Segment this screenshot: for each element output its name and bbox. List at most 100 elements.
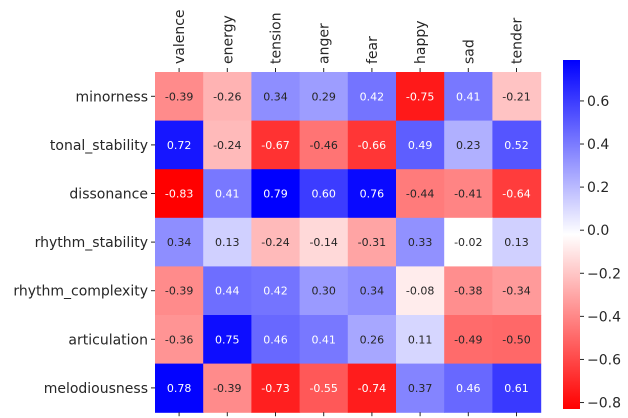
- cell-value-label: 0.76: [360, 188, 385, 201]
- colorbar-tick-label: −0.4: [587, 309, 621, 325]
- heatmap-cell-tonal_stability-fear: [347, 120, 397, 170]
- heatmap-cell-articulation-fear: [347, 315, 397, 365]
- heatmap-cell-melodiousness-tension: [251, 363, 301, 413]
- heatmap-cell-minorness-fear: [347, 72, 397, 122]
- cell-value-label: 0.34: [263, 90, 288, 103]
- heatmap-cell-rhythm_stability-tension: [251, 217, 301, 267]
- column-label-sad: sad: [461, 39, 477, 64]
- cell-value-label: -0.41: [454, 188, 482, 201]
- cell-value-label: 0.34: [360, 285, 385, 298]
- heatmap-cell-tonal_stability-energy: [203, 120, 252, 170]
- heatmap-cell-rhythm_stability-energy: [203, 217, 252, 267]
- heatmap-cell-rhythm_complexity-tension: [251, 266, 301, 316]
- heatmap-cell-minorness-tender: [492, 72, 542, 122]
- heatmap-cell-articulation-happy: [396, 315, 445, 365]
- cell-value-label: -0.74: [358, 382, 386, 395]
- cell-value-label: 0.13: [215, 236, 240, 249]
- column-label-energy: energy: [220, 15, 236, 64]
- cell-value-label: -0.02: [454, 236, 482, 249]
- cell-value-label: 0.42: [263, 285, 288, 298]
- cell-value-label: -0.26: [213, 90, 241, 103]
- row-label-tonal_stability: tonal_stability: [50, 138, 148, 154]
- cell-value-label: 0.13: [504, 236, 529, 249]
- column-label-fear: fear: [365, 36, 381, 64]
- heatmap-cell-tonal_stability-valence: [155, 120, 204, 170]
- cell-value-label: -0.39: [165, 285, 193, 298]
- heatmap-cell-dissonance-energy: [203, 169, 252, 219]
- cell-value-label: -0.44: [406, 188, 434, 201]
- heatmap-cell-articulation-tension: [251, 315, 301, 365]
- cell-value-label: 0.29: [311, 90, 336, 103]
- cell-value-label: -0.31: [358, 236, 386, 249]
- heatmap-cell-dissonance-valence: [155, 169, 204, 219]
- heatmap-cell-dissonance-tension: [251, 169, 301, 219]
- row-label-minorness: minorness: [75, 89, 148, 105]
- cell-value-label: -0.14: [309, 236, 337, 249]
- row-labels: minorness tonal_stability dissonance rhythm…: [13, 89, 155, 397]
- cell-value-label: 0.23: [456, 139, 481, 152]
- heatmap-cell-rhythm_stability-fear: [347, 217, 397, 267]
- heatmap-cell-dissonance-fear: [347, 169, 397, 219]
- colorbar-tick-label: −0.2: [587, 266, 621, 282]
- column-label-tension: tension: [269, 12, 285, 64]
- heatmap-cell-articulation-sad: [444, 315, 493, 365]
- colorbar-tick-label: −0.8: [587, 396, 621, 412]
- cell-value-label: -0.83: [165, 188, 193, 201]
- heatmap-cell-minorness-sad: [444, 72, 493, 122]
- heatmap-cell-dissonance-happy: [396, 169, 445, 219]
- row-label-articulation: articulation: [68, 332, 148, 348]
- cell-value-label: 0.60: [311, 188, 336, 201]
- cell-value-label: -0.24: [213, 139, 241, 152]
- cell-value-label: -0.36: [165, 333, 193, 346]
- heatmap-cell-rhythm_stability-anger: [299, 217, 349, 267]
- cell-value-label: 0.46: [456, 382, 481, 395]
- cell-value-label: 0.30: [311, 285, 336, 298]
- heatmap-cell-melodiousness-energy: [203, 363, 252, 413]
- heatmap-cell-rhythm_complexity-valence: [155, 266, 204, 316]
- cell-value-label: -0.67: [261, 139, 289, 152]
- heatmap-cell-minorness-happy: [396, 72, 445, 122]
- cell-value-label: -0.73: [261, 382, 289, 395]
- cell-value-label: -0.46: [309, 139, 337, 152]
- column-label-valence: valence: [172, 9, 188, 64]
- cell-value-label: 0.26: [360, 333, 385, 346]
- cell-value-label: 0.46: [263, 333, 288, 346]
- heatmap-cell-rhythm_complexity-anger: [299, 266, 349, 316]
- colorbar-tick-label: 0.2: [587, 180, 609, 196]
- cell-value-label: -0.34: [502, 285, 530, 298]
- colorbar-tick-label: 0.0: [587, 223, 609, 239]
- colorbar-tick-label: 0.4: [587, 137, 609, 153]
- column-label-tender: tender: [510, 18, 526, 64]
- cell-value-label: 0.37: [408, 382, 433, 395]
- cell-value-label: -0.08: [406, 285, 434, 298]
- row-label-rhythm_stability: rhythm_stability: [35, 235, 148, 251]
- heatmap-cell-articulation-valence: [155, 315, 204, 365]
- cell-value-label: 0.41: [456, 90, 481, 103]
- cell-value-label: -0.66: [358, 139, 386, 152]
- colorbar-tick-label: 0.6: [587, 94, 609, 110]
- heatmap-cell-articulation-tender: [492, 315, 542, 365]
- cell-value-label: 0.72: [167, 139, 192, 152]
- cell-value-label: -0.38: [454, 285, 482, 298]
- heatmap-cell-rhythm_stability-sad: [444, 217, 493, 267]
- heatmap-cell-rhythm_complexity-tender: [492, 266, 542, 316]
- heatmap-cell-melodiousness-happy: [396, 363, 445, 413]
- cell-value-label: -0.39: [213, 382, 241, 395]
- heatmap-cell-minorness-tension: [251, 72, 301, 122]
- cell-value-label: 0.41: [215, 188, 240, 201]
- heatmap-cell-melodiousness-anger: [299, 363, 349, 413]
- heatmap-cell-rhythm_stability-tender: [492, 217, 542, 267]
- cell-value-label: 0.49: [408, 139, 433, 152]
- heatmap-cell-tonal_stability-happy: [396, 120, 445, 170]
- heatmap-cell-rhythm_complexity-happy: [396, 266, 445, 316]
- heatmap-cell-melodiousness-fear: [347, 363, 397, 413]
- heatmap-cell-minorness-energy: [203, 72, 252, 122]
- cell-value-label: -0.64: [502, 188, 530, 201]
- heatmap-cell-melodiousness-tender: [492, 363, 542, 413]
- column-label-happy: happy: [413, 20, 429, 64]
- heatmap-cell-rhythm_complexity-sad: [444, 266, 493, 316]
- heatmap-cells: [155, 72, 542, 413]
- cell-value-label: -0.50: [502, 333, 530, 346]
- cell-value-label: -0.55: [309, 382, 337, 395]
- cell-value-label: 0.34: [167, 236, 192, 249]
